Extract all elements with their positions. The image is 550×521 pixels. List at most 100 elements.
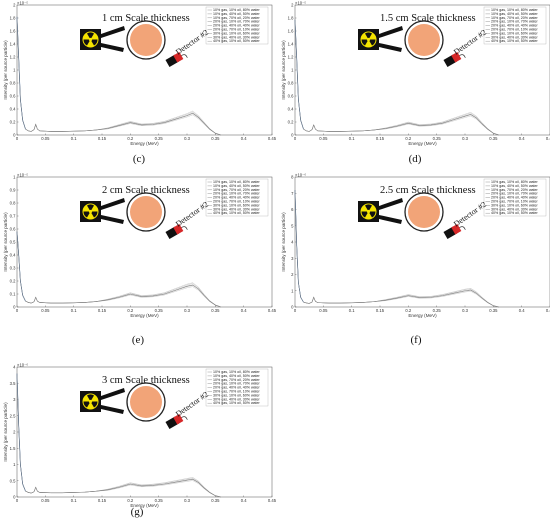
- detector-icon: [165, 224, 188, 239]
- scale-thickness-title: 2 cm Scale thickness: [102, 185, 190, 196]
- x-tick-label: 0.25: [155, 136, 164, 141]
- panel-caption: (c): [132, 153, 146, 165]
- pipe-sphere-icon: [126, 382, 166, 422]
- panel-caption: (e): [131, 334, 145, 346]
- y-axis-label: Intensity (per source particle): [281, 212, 286, 272]
- legend-entry: 30% gas, 10% oil, 60% water: [213, 203, 261, 207]
- y-exponent-label: ×10⁻⁵: [295, 1, 306, 6]
- legend-entry: 10% gas, 70% oil, 20% water: [213, 16, 261, 20]
- legend-entry: 10% gas, 10% oil, 80% water: [213, 370, 261, 374]
- y-tick-label: 0: [291, 305, 294, 310]
- y-tick-label: 5: [291, 223, 294, 228]
- legend-entry: 10% gas, 70% oil, 20% water: [491, 16, 539, 20]
- y-tick-label: 1: [291, 288, 294, 293]
- x-tick-label: 0.15: [376, 308, 385, 313]
- chart-panel: 00.050.10.150.20.250.30.350.40.450123456…: [278, 172, 550, 322]
- panel-caption: (f): [410, 334, 422, 346]
- y-tick-label: 1.6: [10, 29, 16, 34]
- x-tick-label: 0.4: [519, 136, 525, 141]
- y-tick-label: 2: [13, 3, 16, 8]
- series-line-variant: [294, 189, 500, 308]
- x-tick-label: 0: [294, 136, 297, 141]
- y-exponent-label: ×10⁻⁶: [295, 173, 306, 178]
- y-tick-label: 0.6: [10, 227, 16, 232]
- x-tick-label: 0.1: [71, 308, 77, 313]
- legend-entry: 40% gas, 10% oil, 50% water: [491, 211, 539, 215]
- x-tick-label: 0.45: [268, 308, 277, 313]
- y-tick-label: 0.4: [10, 107, 16, 112]
- legend-entry: 40% gas, 10% oil, 50% water: [213, 401, 261, 405]
- x-tick-label: 0.1: [349, 308, 355, 313]
- detector-label: Detector #2: [174, 28, 210, 57]
- x-tick-label: 0.1: [71, 136, 77, 141]
- radiation-trefoil-icon: [358, 29, 379, 50]
- y-tick-label: 0.2: [288, 120, 294, 125]
- x-tick-label: 0.3: [184, 498, 190, 503]
- legend-entry: 20% gas, 40% oil, 40% water: [213, 386, 261, 390]
- series-line-variant: [16, 16, 222, 136]
- x-tick-label: 0.3: [184, 308, 190, 313]
- y-tick-label: 0: [13, 133, 16, 138]
- x-tick-label: 0.3: [462, 136, 468, 141]
- y-tick-label: 1.2: [10, 55, 16, 60]
- chart-svg: 00.050.10.150.20.250.30.350.40.450123456…: [281, 173, 550, 318]
- series-line-variant: [16, 231, 222, 308]
- x-axis-label: Energy (MeV): [408, 313, 437, 318]
- legend-entry: 10% gas, 70% oil, 20% water: [213, 378, 261, 382]
- legend-entry: 10% gas, 40% oil, 50% water: [213, 184, 261, 188]
- legend-box: [205, 6, 269, 45]
- legend-entry: 20% gas, 10% oil, 70% water: [213, 192, 261, 196]
- legend-entry: 10% gas, 70% oil, 20% water: [491, 188, 539, 192]
- y-tick-label: 2: [291, 272, 294, 277]
- legend-entry: 20% gas, 70% oil, 10% water: [213, 390, 261, 394]
- y-axis-label: Intensity (per source particle): [3, 40, 8, 100]
- radiation-trefoil-icon: [80, 391, 101, 412]
- y-tick-label: 0: [13, 495, 16, 500]
- x-tick-label: 0.15: [98, 136, 107, 141]
- series-line-variant: [16, 16, 222, 136]
- x-axis-label: Energy (MeV): [130, 503, 159, 508]
- x-tick-label: 0.15: [376, 136, 385, 141]
- legend-entry: 10% gas, 40% oil, 50% water: [213, 374, 261, 378]
- x-tick-label: 0.2: [127, 308, 133, 313]
- legend-entry: 30% gas, 40% oil, 30% water: [491, 35, 539, 39]
- series-line-variant: [294, 19, 500, 136]
- x-tick-label: 0.35: [489, 308, 498, 313]
- legend-entry: 20% gas, 10% oil, 70% water: [491, 192, 539, 196]
- detector-icon: [443, 224, 466, 239]
- series-line-variant: [294, 189, 500, 308]
- x-tick-label: 0.05: [41, 308, 50, 313]
- collimator-arm: [379, 43, 402, 52]
- legend-entry: 10% gas, 40% oil, 50% water: [491, 184, 539, 188]
- x-tick-label: 0.3: [462, 308, 468, 313]
- series-line: [16, 16, 222, 136]
- legend-entry: 20% gas, 10% oil, 70% water: [213, 20, 261, 24]
- y-tick-label: 0.4: [288, 107, 294, 112]
- collimator-arm: [101, 198, 125, 210]
- y-tick-label: 0.4: [10, 253, 16, 258]
- chart-panel: 0 0.05 0.1 0.15 0.2 0.25 0.3 0.35 0.4 0.45 0 0.1 0.2…: [0, 172, 277, 322]
- series-line: [16, 231, 222, 308]
- x-tick-label: 0.15: [98, 498, 107, 503]
- y-tick-label: 1: [13, 462, 16, 467]
- legend-entry: 20% gas, 10% oil, 70% water: [491, 20, 539, 24]
- y-tick-label: 2: [13, 430, 16, 435]
- y-tick-label: 1.6: [288, 29, 294, 34]
- chart-svg: 0 0.05 0.1 0.15 0.2 0.25 0.3 0.35 0.4 0.4500.10.2…: [3, 173, 277, 319]
- y-tick-label: 1.8: [288, 16, 294, 21]
- y-tick-label: 1: [291, 68, 294, 73]
- x-tick-label: 0.1: [349, 136, 355, 141]
- x-tick-label: 0.05: [319, 308, 328, 313]
- legend-entry: 20% gas, 40% oil, 40% water: [213, 24, 261, 28]
- x-tick-label: 0.35: [489, 136, 498, 141]
- legend-entry: 30% gas, 10% oil, 60% water: [491, 31, 539, 35]
- panel-caption: (d): [408, 153, 422, 165]
- collimator-arm: [379, 215, 402, 224]
- chart-svg: 0 0.05 0.1 0.15 0.2 0.25 0.3 0.35 0.4 0.4500.511.…: [3, 363, 277, 509]
- scale-thickness-title: 1 cm Scale thickness: [102, 13, 190, 24]
- y-tick-label: 0: [291, 133, 294, 138]
- series-line-variant: [16, 231, 222, 308]
- y-tick-label: 0.1: [10, 292, 16, 297]
- legend-entry: 20% gas, 70% oil, 10% water: [491, 200, 539, 204]
